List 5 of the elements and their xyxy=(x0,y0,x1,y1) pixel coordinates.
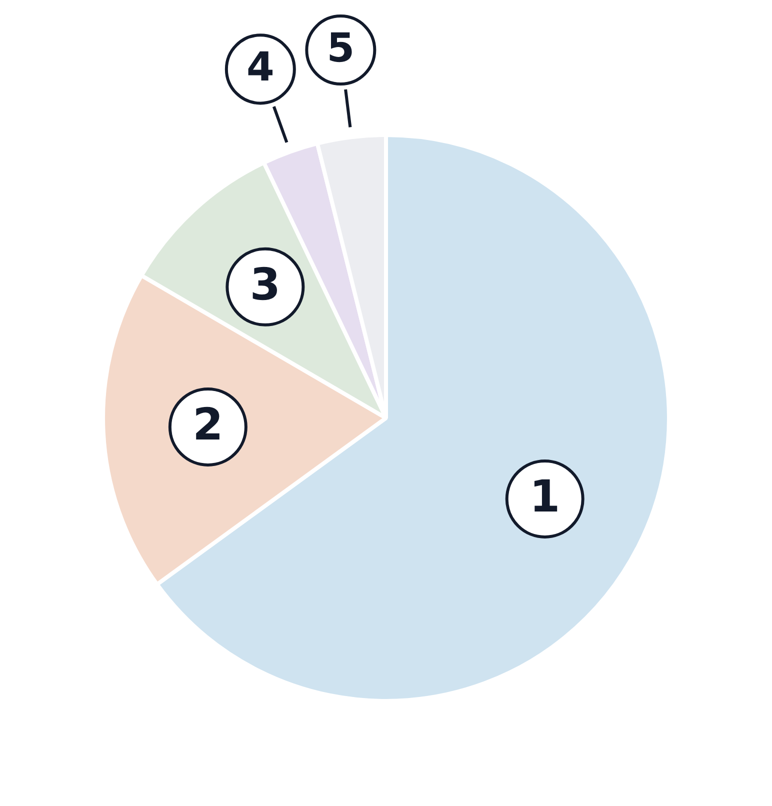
slice-label: 1 xyxy=(530,471,560,522)
slice-label: 4 xyxy=(246,44,274,91)
slice-label: 5 xyxy=(326,25,355,72)
slice-label: 3 xyxy=(250,259,280,310)
slice-label: 2 xyxy=(192,399,224,450)
